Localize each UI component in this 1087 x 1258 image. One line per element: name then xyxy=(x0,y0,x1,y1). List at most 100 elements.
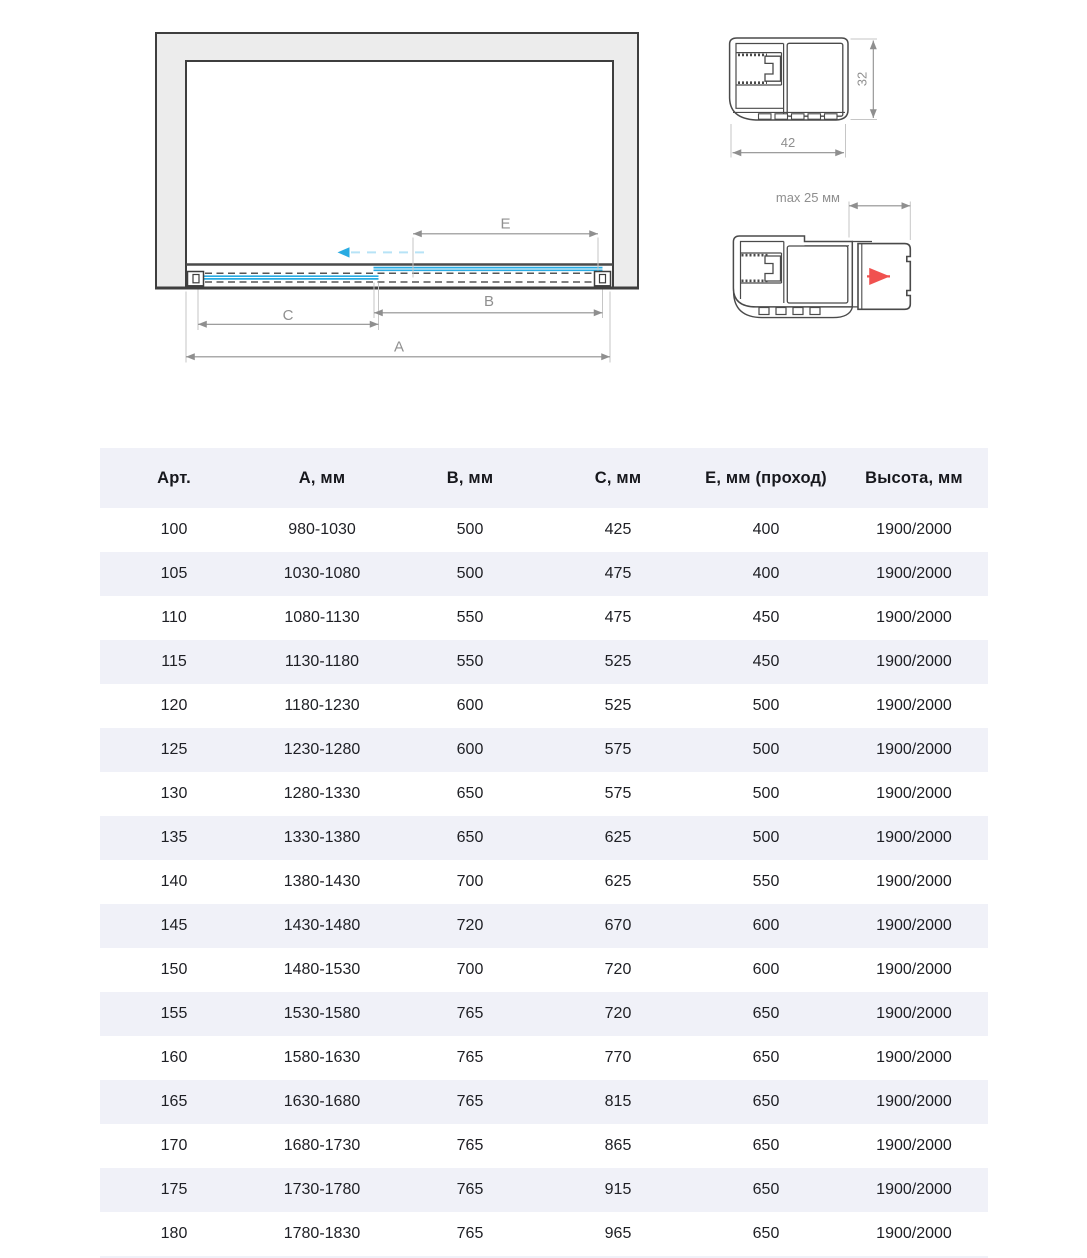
table-cell: 1900/2000 xyxy=(876,521,952,538)
fixed-glass-panel xyxy=(197,275,379,280)
table-cell: 400 xyxy=(752,521,780,538)
table-cell: 1900/2000 xyxy=(876,741,952,758)
sliding-glass-panel xyxy=(373,266,603,272)
table-cell: 980-1030 xyxy=(288,521,356,538)
table-cell: 1900/2000 xyxy=(876,1049,952,1066)
column-header-e: Е, мм (проход) xyxy=(705,468,827,487)
table-cell: 500 xyxy=(456,565,484,582)
table-cell: 500 xyxy=(752,697,780,714)
table-cell: 1900/2000 xyxy=(876,961,952,978)
table-row: 175 1730-1780 765 915 650 1900/2000 xyxy=(100,1168,988,1212)
glass-clamp xyxy=(764,255,782,282)
table-cell: 1180-1230 xyxy=(284,697,360,714)
table-cell: 1630-1680 xyxy=(283,1093,361,1110)
table-cell: 650 xyxy=(752,1181,780,1198)
table-cell: 170 xyxy=(160,1137,188,1154)
table-cell: 1900/2000 xyxy=(876,1137,952,1154)
table-cell: 1900/2000 xyxy=(876,1181,952,1198)
table-cell: 765 xyxy=(456,1049,484,1066)
table-cell: 1900/2000 xyxy=(876,565,952,582)
table-cell: 1780-1830 xyxy=(283,1225,361,1242)
table-cell: 1030-1080 xyxy=(283,565,361,582)
table-cell: 650 xyxy=(752,1093,780,1110)
table-cell: 1580-1630 xyxy=(283,1049,361,1066)
table-cell: 765 xyxy=(456,1137,484,1154)
table-cell: 720 xyxy=(604,1005,632,1022)
table-row: 160 1580-1630 765 770 650 1900/2000 xyxy=(100,1036,988,1080)
table-header-row: Арт. А, мм В, мм С, мм Е, мм (проход) Вы… xyxy=(100,448,988,508)
table-row: 105 1030-1080 500 475 400 1900/2000 xyxy=(100,552,988,596)
table-cell: 115 xyxy=(161,653,187,670)
table-row: 165 1630-1680 765 815 650 1900/2000 xyxy=(100,1080,988,1124)
table-cell: 475 xyxy=(604,565,632,582)
table-cell: 915 xyxy=(604,1181,632,1198)
table-cell: 165 xyxy=(160,1093,188,1110)
table-row: 140 1380-1430 700 625 550 1900/2000 xyxy=(100,860,988,904)
table-cell: 525 xyxy=(604,697,632,714)
glass-clamp xyxy=(764,55,782,82)
table-cell: 575 xyxy=(604,741,632,758)
table-cell: 815 xyxy=(604,1093,632,1110)
table-row: 130 1280-1330 650 575 500 1900/2000 xyxy=(100,772,988,816)
table-cell: 105 xyxy=(160,565,188,582)
table-cell: 145 xyxy=(160,917,188,934)
table-cell: 1900/2000 xyxy=(876,1225,952,1242)
table-cell: 125 xyxy=(160,741,188,758)
table-row: 145 1430-1480 720 670 600 1900/2000 xyxy=(100,904,988,948)
table-cell: 1900/2000 xyxy=(876,609,952,626)
profile-outline xyxy=(728,37,849,121)
table-cell: 140 xyxy=(160,873,188,890)
table-cell: 160 xyxy=(160,1049,188,1066)
table-row: 115 1130-1180 550 525 450 1900/2000 xyxy=(100,640,988,684)
table-cell: 1430-1480 xyxy=(283,917,361,934)
profile-width-label: 42 xyxy=(781,135,795,150)
dim-label-e: E xyxy=(500,216,510,233)
slide-direction-arrow-icon xyxy=(337,247,424,258)
table-cell: 1480-1530 xyxy=(283,961,361,978)
table-cell: 1380-1430 xyxy=(283,873,361,890)
table-row: 170 1680-1730 765 865 650 1900/2000 xyxy=(100,1124,988,1168)
table-cell: 1900/2000 xyxy=(876,653,952,670)
table-cell: 1230-1280 xyxy=(283,741,361,758)
wall-outline xyxy=(155,32,639,289)
table-cell: 1330-1380 xyxy=(283,829,361,846)
table-cell: 550 xyxy=(752,873,780,890)
table-cell: 110 xyxy=(161,609,187,626)
table-cell: 400 xyxy=(752,565,780,582)
table-cell: 130 xyxy=(160,785,188,802)
table-cell: 1130-1180 xyxy=(284,653,360,670)
table-cell: 175 xyxy=(160,1181,188,1198)
max-extension-label: max 25 мм xyxy=(776,190,840,205)
dim-label-c: C xyxy=(283,307,294,324)
table-cell: 1900/2000 xyxy=(876,917,952,934)
dimensions-table: Арт. А, мм В, мм С, мм Е, мм (проход) Вы… xyxy=(100,448,988,1258)
table-cell: 1530-1580 xyxy=(283,1005,361,1022)
table-cell: 550 xyxy=(456,653,484,670)
table-cell: 650 xyxy=(752,1137,780,1154)
profile-feet xyxy=(758,306,821,316)
table-cell: 865 xyxy=(604,1137,632,1154)
table-cell: 135 xyxy=(160,829,188,846)
table-cell: 625 xyxy=(604,829,632,846)
table-cell: 155 xyxy=(160,1005,188,1022)
table-cell: 500 xyxy=(752,829,780,846)
left-wall-profile xyxy=(186,270,205,287)
profile-feet xyxy=(757,113,838,120)
table-cell: 650 xyxy=(752,1049,780,1066)
table-cell: 765 xyxy=(456,1181,484,1198)
table-cell: 1900/2000 xyxy=(876,697,952,714)
column-header-b: В, мм xyxy=(446,468,494,487)
column-header-c: С, мм xyxy=(594,468,642,487)
table-cell: 575 xyxy=(604,785,632,802)
dim-label-b: B xyxy=(484,293,494,310)
profile-height-label: 32 xyxy=(855,72,870,86)
table-cell: 1280-1330 xyxy=(283,785,361,802)
table-cell: 500 xyxy=(456,521,484,538)
table-cell: 720 xyxy=(604,961,632,978)
dim-label-a: A xyxy=(394,339,404,356)
table-cell: 650 xyxy=(752,1005,780,1022)
dimension-lines xyxy=(186,230,610,361)
table-cell: 650 xyxy=(752,1225,780,1242)
table-cell: 500 xyxy=(752,741,780,758)
